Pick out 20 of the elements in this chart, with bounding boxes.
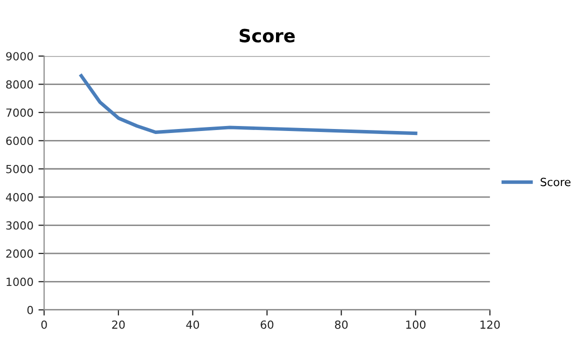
- y-tick-label: 2000: [6, 249, 33, 258]
- legend-label: Score: [540, 178, 570, 186]
- x-tick-label: 40: [186, 320, 200, 329]
- y-tick-label: 6000: [6, 136, 33, 146]
- chart-title: Score: [240, 28, 295, 42]
- x-tick-label: 120: [480, 320, 500, 329]
- x-tick-label: 0: [41, 320, 47, 329]
- y-tick-label: 7000: [6, 108, 33, 117]
- line-series: [80, 74, 418, 136]
- x-tick-label: 100: [406, 320, 426, 329]
- x-tick-label: 80: [335, 320, 348, 329]
- x-tick-label: 20: [112, 320, 125, 329]
- y-tick-label: 5000: [6, 164, 33, 174]
- y-tick-label: 8000: [6, 80, 33, 89]
- y-tick-label: 1000: [6, 278, 33, 286]
- y-tick-label: 3000: [6, 221, 33, 230]
- y-tick-label: 9000: [6, 52, 33, 60]
- y-tick-label: 4000: [6, 193, 33, 202]
- y-tick-label: 0: [27, 306, 33, 314]
- x-tick-label: 60: [260, 320, 274, 329]
